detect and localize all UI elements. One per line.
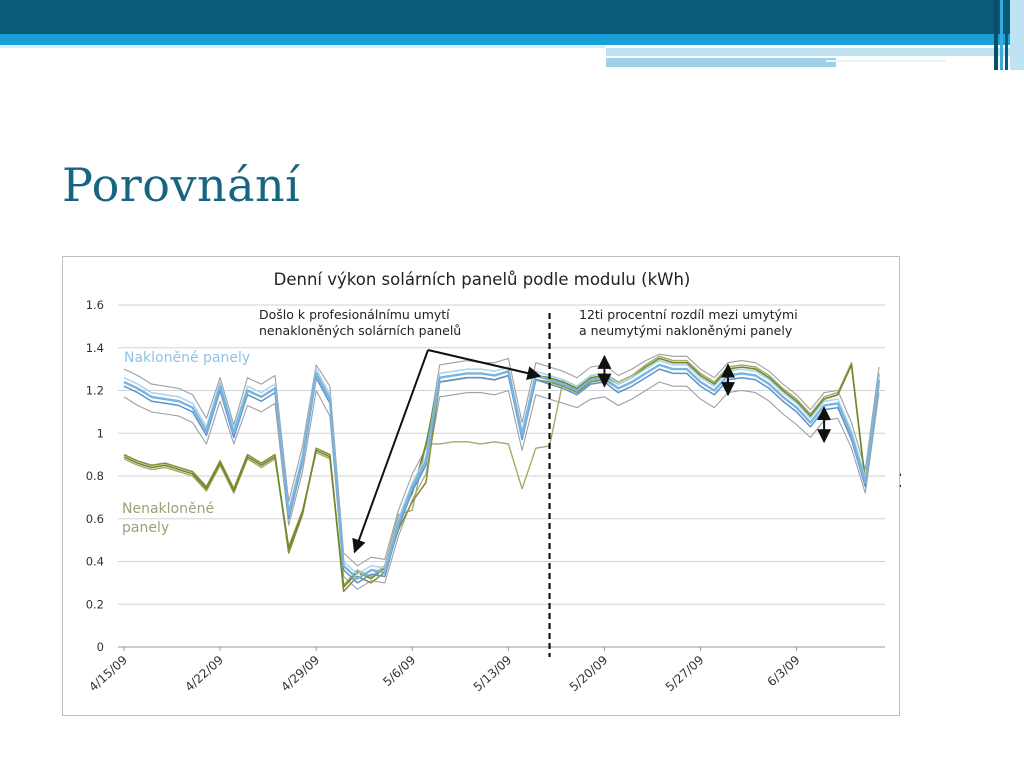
x-tick-label: 5/27/09 [663,653,707,694]
series-line-tilted [123,381,880,590]
y-tick-label: 0.8 [86,469,104,483]
y-tick-label: 0.2 [86,597,104,611]
legend-label-flat-line-1: Nenakloněné [122,501,215,517]
top-decorative-band [0,0,1024,70]
band-accent-right-3 [826,60,946,62]
annotation-difference-line-2: a neumytými nakloněnými panely [579,323,793,338]
series-line-tilted [123,368,880,584]
x-tick-label: 4/15/09 [86,653,130,694]
y-tick-label: 1.4 [86,341,104,355]
y-tick-label: 0 [97,640,104,654]
annotation-arrow-washing [427,349,542,380]
x-tick-label: 4/22/09 [182,653,226,694]
series-line-flat [123,355,880,586]
annotation-washing-line-2: nenakloněných solárních panelů [259,323,462,338]
band-accent-left [0,45,606,48]
chart-title: Denní výkon solárních panelů podle modul… [273,270,691,289]
y-tick-label: 0.6 [86,512,104,526]
line-chart: 1.6 1.4 1.2 1 0.8 0.6 0.4 0.2 04/15/09 4/22/09 4/2… [86,298,901,694]
x-tick-label: 4/29/09 [278,653,322,694]
annotation-arrow-drop [352,349,429,554]
x-tick-label: 5/20/09 [567,653,611,694]
band-edge-4 [1010,0,1024,70]
series-line-tilted [123,359,880,576]
series-line-tilted [123,353,880,567]
annotation-difference-line-1: 12ti procentní rozdíl mezi umytými [579,307,798,322]
slide-title: Porovnání [62,158,301,212]
x-tick-label: 5/6/09 [380,653,418,689]
band-edge-3 [1005,0,1008,70]
band-edge-2 [1000,0,1003,70]
legend-label-flat-line-2: panely [122,520,170,536]
y-tick-label: 1 [97,426,104,440]
annotation-difference: 12ti procentní rozdíl mezi umytými a neu… [579,307,798,339]
annotation-washing-line-1: Došlo k profesionálnímu umytí [259,307,450,322]
y-tick-label: 0.4 [86,555,104,569]
band-dark-stripe [0,0,1024,34]
legend-label-tilted: Nakloněné panely [124,350,251,366]
legend-label-flat: Nenakloněné panely [122,500,214,538]
x-tick-label: 5/13/09 [471,653,515,694]
y-tick-label: 1.6 [86,298,104,312]
y-tick-label: 1.2 [86,384,104,398]
annotation-washing: Došlo k profesionálnímu umytí nenakloněn… [259,307,461,339]
band-edge-1 [994,0,998,70]
band-light-stripe [0,34,1024,45]
chart-image-frame: 1.6 1.4 1.2 1 0.8 0.6 0.4 0.2 0 4/15/09 4/22/09 4/2… [62,256,901,716]
series-line-tilted [123,363,881,580]
band-accent-right-1 [606,48,1024,56]
x-tick-label: 6/3/09 [765,653,803,689]
band-accent-right-2 [606,58,836,67]
